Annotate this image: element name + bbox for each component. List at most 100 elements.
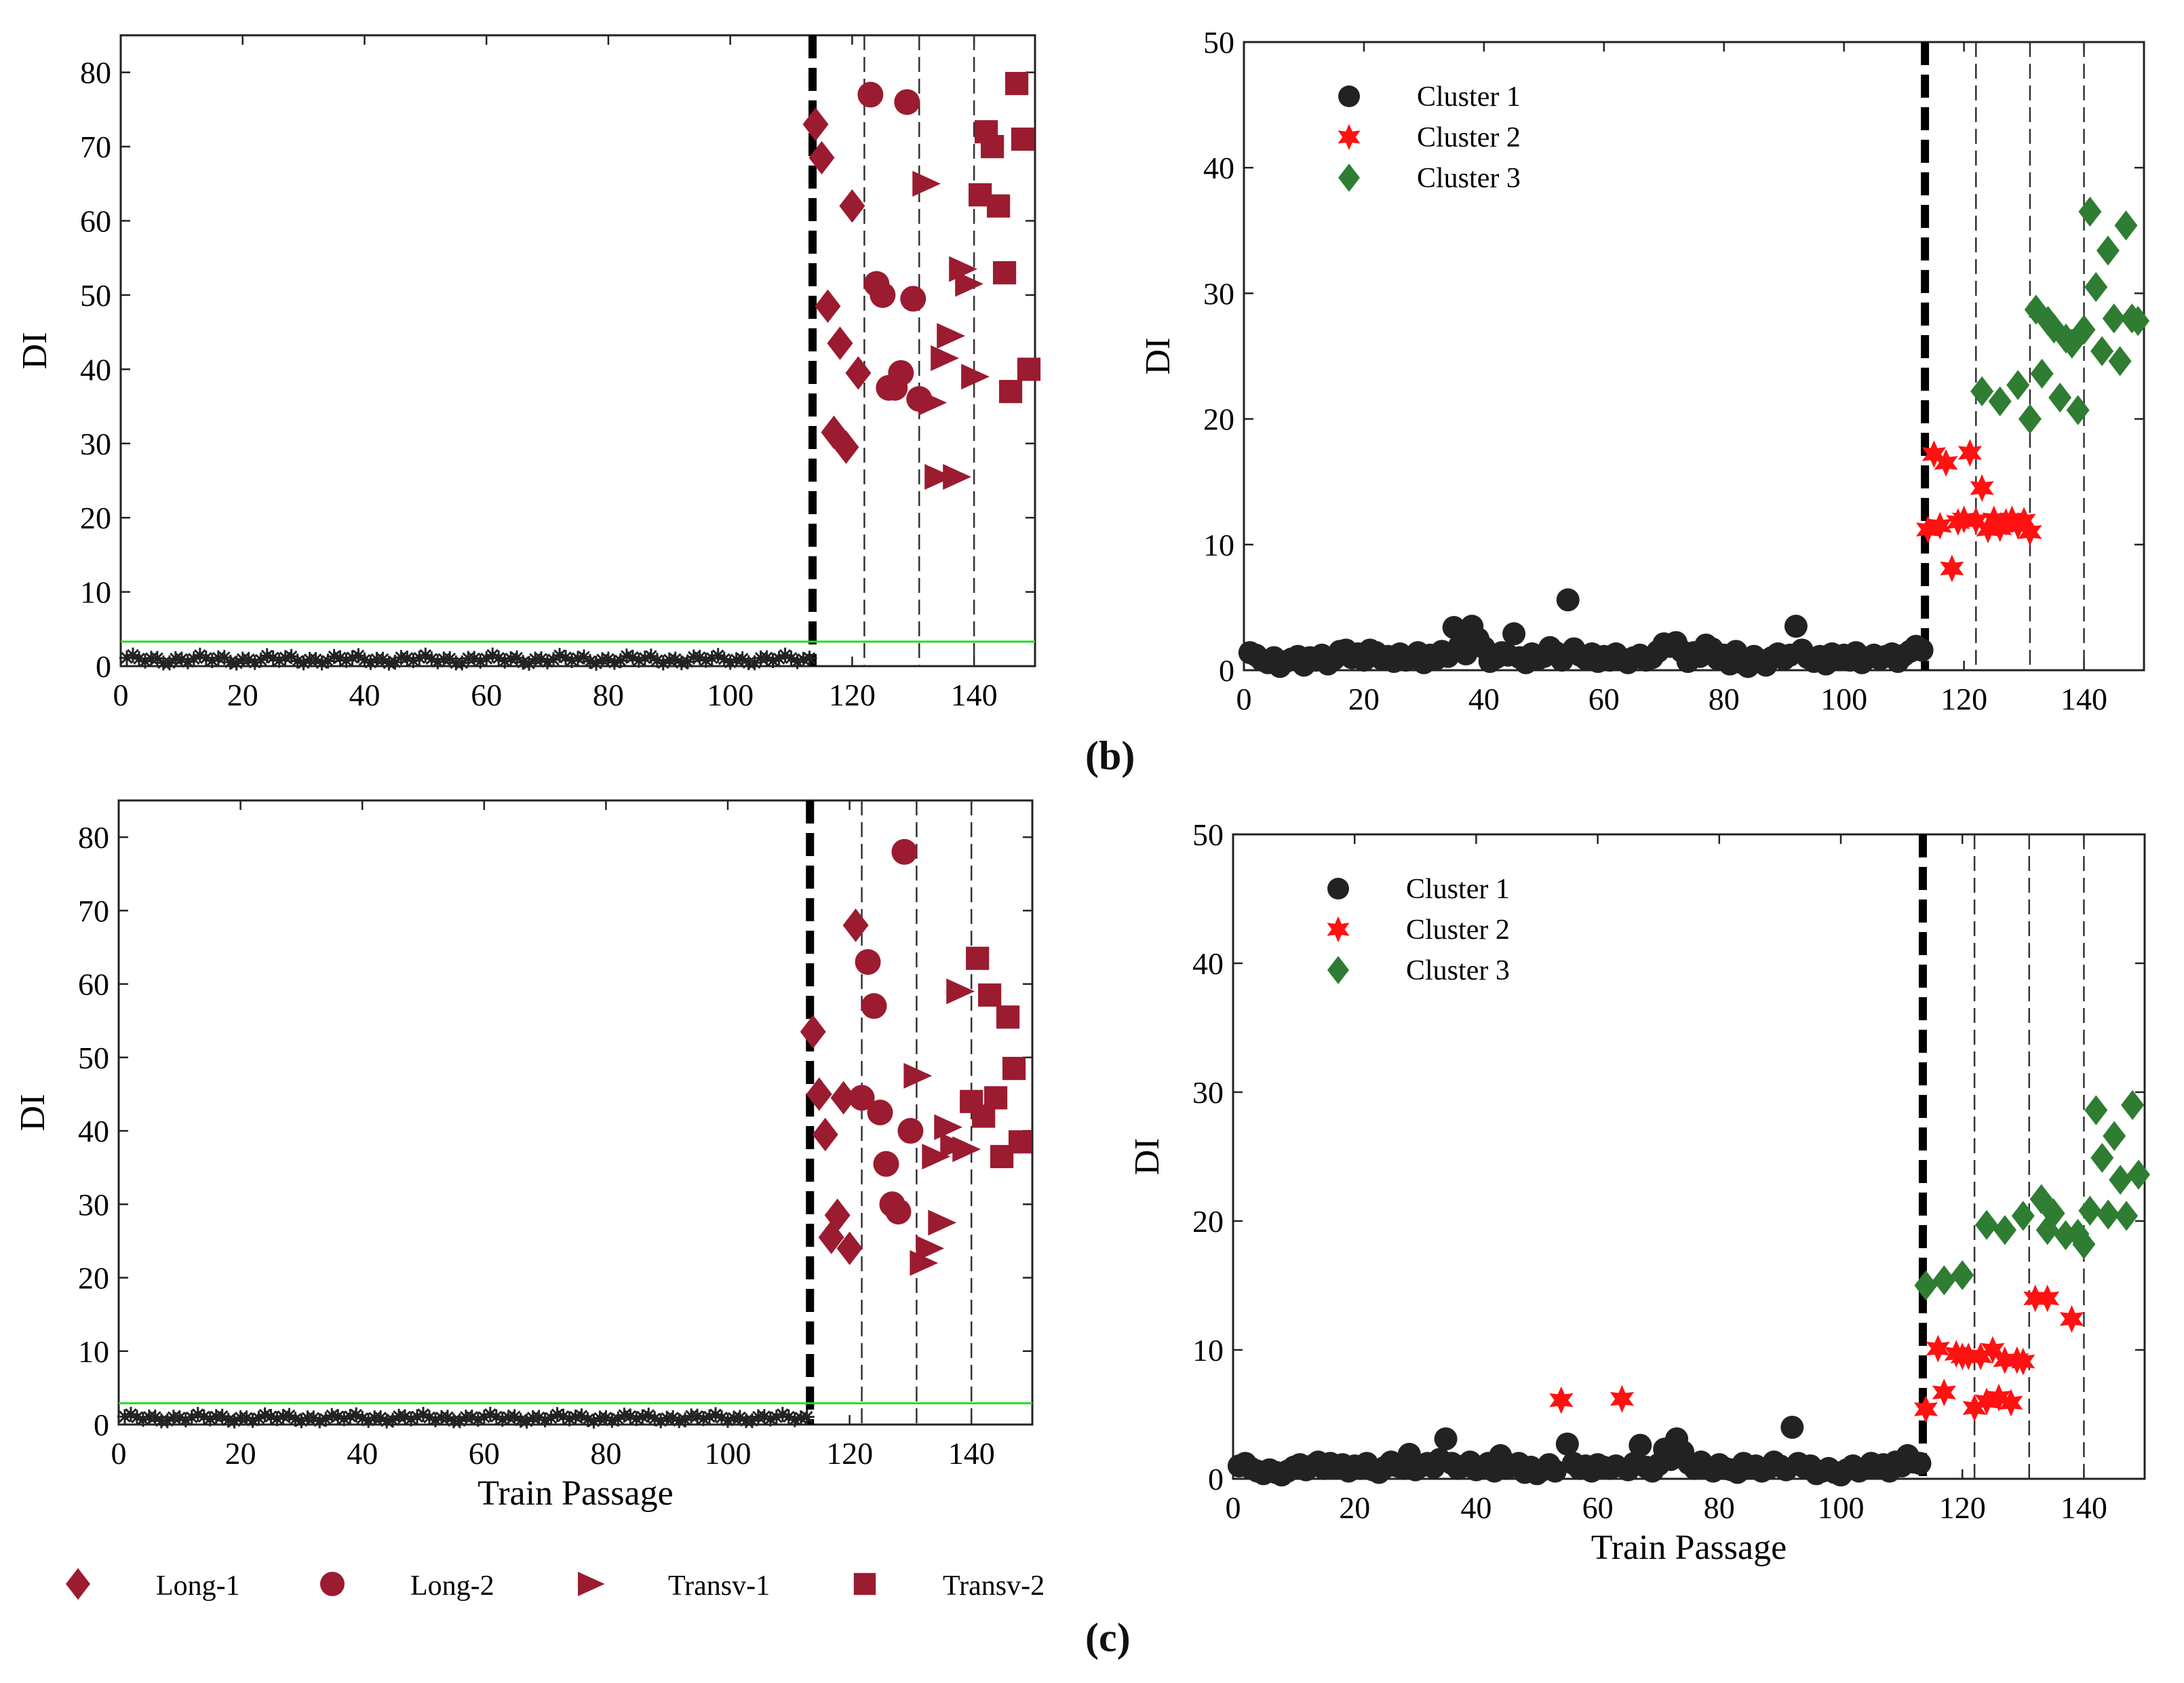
bottom-legend-label: Long-1 xyxy=(156,1570,240,1602)
data-point-cluster-1 xyxy=(1502,622,1526,646)
data-point-cluster-1 xyxy=(1784,615,1808,638)
data-point-cluster-1 xyxy=(1555,1432,1579,1456)
healthy-point xyxy=(802,651,817,666)
data-point-cluster-3 xyxy=(1970,376,1994,406)
healthy-point xyxy=(756,1409,772,1425)
data-point-cluster-2 xyxy=(1926,1334,1950,1363)
data-point-cluster-2 xyxy=(2023,1284,2048,1313)
bottom-legend-label: Transv-2 xyxy=(943,1570,1045,1602)
data-point-cluster-3 xyxy=(2127,1159,2151,1190)
x-tick-label: 40 xyxy=(349,678,380,712)
data-point-transv-1 xyxy=(916,1235,945,1262)
data-point-transv-1 xyxy=(918,389,948,416)
y-tick-label: 20 xyxy=(80,501,111,535)
data-point-long-1 xyxy=(824,1198,851,1233)
data-point-transv-1 xyxy=(955,271,983,297)
data-point-cluster-2 xyxy=(1962,1394,1987,1422)
data-point-cluster-1 xyxy=(1556,588,1580,612)
legend-label: Cluster 2 xyxy=(1406,914,1510,946)
data-point-long-1 xyxy=(806,1077,832,1111)
legend-label: Cluster 3 xyxy=(1417,163,1521,194)
x-tick-label: 20 xyxy=(225,1436,256,1471)
y-axis-label: DI xyxy=(14,1094,52,1131)
x-tick-label: 100 xyxy=(707,678,754,712)
data-point-long-1 xyxy=(836,1231,863,1265)
data-point-long-2 xyxy=(870,282,896,308)
y-tick-label: 50 xyxy=(1203,25,1234,60)
y-tick-label: 10 xyxy=(1203,528,1234,562)
data-point-cluster-3 xyxy=(1993,1215,2016,1245)
x-tick-label: 40 xyxy=(1468,682,1500,716)
data-point-long-1 xyxy=(808,140,835,175)
healthy-point xyxy=(421,1410,437,1425)
x-axis-label: Train Passage xyxy=(1591,1528,1787,1567)
legend-marker-cluster-2 xyxy=(1327,916,1350,943)
bottom-legend-marker-long-2 xyxy=(320,1572,345,1596)
healthy-point xyxy=(497,653,513,669)
data-point-cluster-2 xyxy=(1956,1342,1981,1370)
y-tick-label: 10 xyxy=(80,575,111,610)
x-tick-label: 60 xyxy=(471,678,502,712)
data-point-cluster-2 xyxy=(1610,1385,1635,1413)
data-point-cluster-2 xyxy=(1913,1395,1938,1423)
data-point-cluster-2 xyxy=(1928,511,1952,540)
data-point-cluster-3 xyxy=(2121,1089,2145,1121)
healthy-point xyxy=(204,653,220,668)
data-point-long-1 xyxy=(845,356,872,390)
plot-frame-d xyxy=(1232,833,2146,1480)
y-tick-label: 10 xyxy=(78,1334,109,1369)
data-point-long-2 xyxy=(849,1085,875,1111)
chart-d: 0 20 40 60 80 100 120 140 0 10 20 30 40 50 DI Train Pas… xyxy=(1128,817,2151,1567)
y-tick-label: 30 xyxy=(1192,1075,1224,1110)
data-point-cluster-2 xyxy=(1549,1386,1574,1414)
x-axis-label: Train Passage xyxy=(477,1474,673,1513)
x-tick-label: 60 xyxy=(1588,682,1620,716)
data-point-cluster-1 xyxy=(1434,1427,1458,1451)
data-point-cluster-3 xyxy=(2096,235,2120,266)
healthy-point xyxy=(799,1409,815,1425)
healthy-point xyxy=(326,649,342,664)
data-point-transv-1 xyxy=(924,464,954,490)
y-tick-label: 30 xyxy=(1203,276,1234,311)
x-tick-label: 140 xyxy=(2061,1490,2107,1525)
data-point-cluster-3 xyxy=(2048,383,2072,413)
bottom-legend: Long-1 Long-2 Transv-1 Transv-2 xyxy=(66,1568,1045,1602)
x-tick-label: 0 xyxy=(1236,682,1252,716)
x-tick-label: 0 xyxy=(1226,1490,1241,1525)
data-point-cluster-2 xyxy=(1934,449,1958,477)
legend-label: Cluster 1 xyxy=(1417,81,1521,113)
data-point-long-1 xyxy=(812,1117,838,1152)
y-tick-label: 0 xyxy=(1208,1462,1224,1496)
bottom-legend-marker-transv-2 xyxy=(853,1572,876,1595)
data-point-cluster-2 xyxy=(2035,1284,2060,1313)
data-point-cluster-3 xyxy=(2030,358,2054,389)
data-point-transv-2 xyxy=(1008,1130,1032,1154)
data-point-long-1 xyxy=(830,1081,857,1115)
data-point-cluster-3 xyxy=(2078,1195,2102,1226)
bottom-legend-label: Long-2 xyxy=(410,1570,494,1602)
data-point-cluster-3 xyxy=(1914,1270,1938,1301)
data-point-transv-2 xyxy=(1017,357,1041,381)
x-tick-label: 80 xyxy=(1709,682,1740,716)
data-point-long-1 xyxy=(833,430,859,464)
y-tick-label: 50 xyxy=(1192,817,1224,852)
data-point-cluster-3 xyxy=(2042,1198,2065,1229)
healthy-point xyxy=(251,1410,267,1426)
data-point-cluster-2 xyxy=(1987,1383,2011,1412)
data-point-cluster-2 xyxy=(1981,1336,2005,1364)
data-point-transv-1 xyxy=(937,323,965,349)
data-point-cluster-2 xyxy=(2059,1305,2084,1333)
legend-marker-cluster-3 xyxy=(1327,956,1349,984)
data-point-long-2 xyxy=(894,89,920,115)
data-point-cluster-2 xyxy=(1999,1389,2023,1417)
x-tick-label: 120 xyxy=(826,1436,873,1471)
data-point-cluster-3 xyxy=(2066,395,2090,425)
plot-frame-a xyxy=(119,34,1036,668)
y-tick-label: 40 xyxy=(78,1114,109,1148)
data-point-transv-2 xyxy=(1002,1056,1026,1081)
x-tick-label: 120 xyxy=(1941,682,1987,716)
y-tick-label: 80 xyxy=(80,56,111,90)
y-tick-label: 0 xyxy=(96,649,111,684)
data-point-cluster-3 xyxy=(2108,346,2132,376)
data-point-transv-2 xyxy=(986,194,1011,218)
